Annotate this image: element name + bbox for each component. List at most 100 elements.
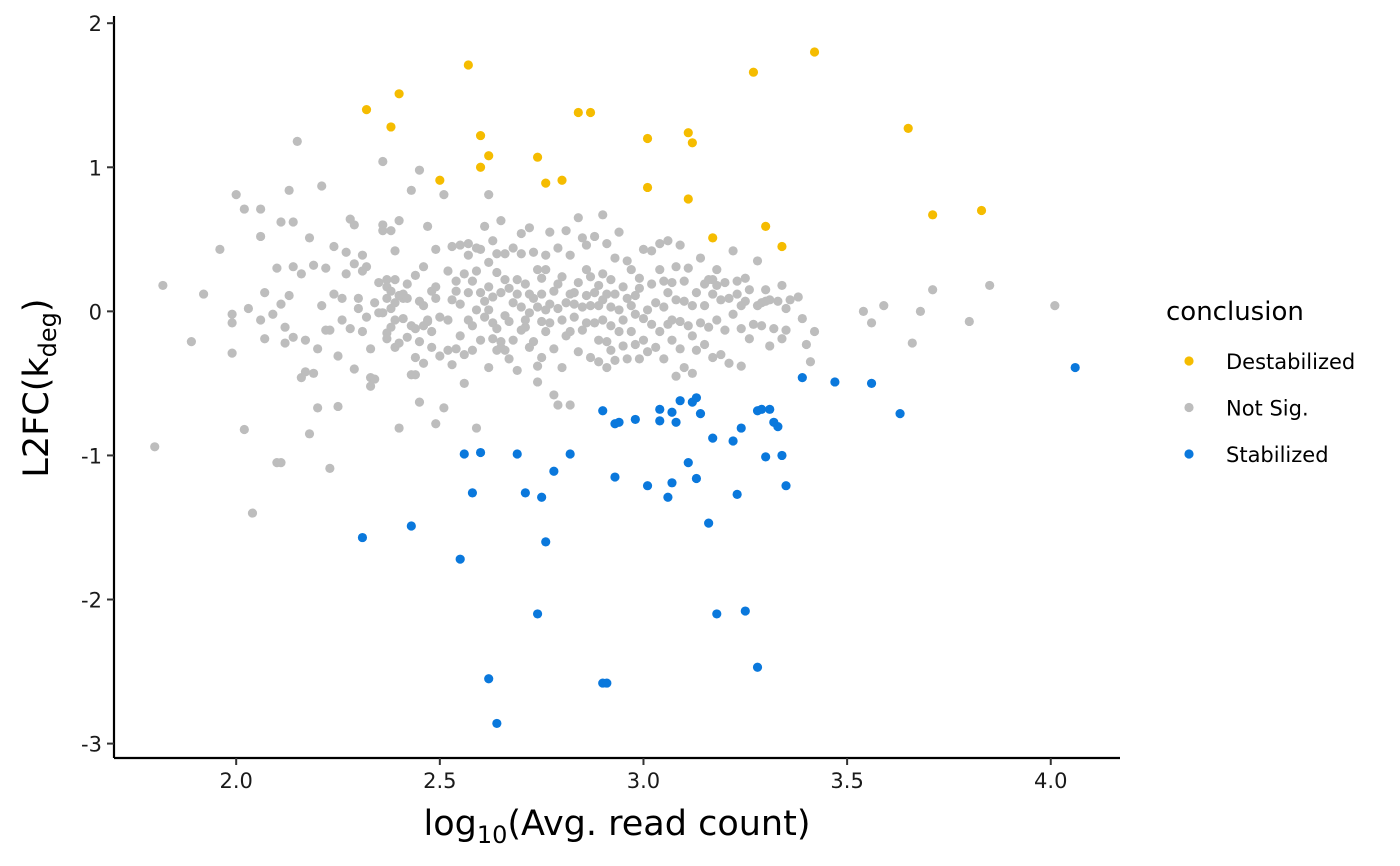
point-not-sig (695, 318, 706, 328)
point-stabilized (655, 404, 665, 414)
point-destabilized (748, 67, 759, 77)
point-not-sig (683, 321, 693, 331)
point-not-sig (382, 293, 392, 303)
point-not-sig (418, 300, 429, 311)
point-not-sig (748, 319, 759, 329)
point-not-sig (484, 190, 494, 200)
point-not-sig (435, 312, 445, 322)
point-not-sig (744, 334, 754, 344)
point-not-sig (565, 250, 575, 260)
point-not-sig (378, 308, 388, 318)
point-not-sig (647, 319, 657, 329)
point-not-sig (439, 403, 449, 413)
point-not-sig (484, 282, 494, 292)
point-not-sig (414, 397, 425, 407)
point-stabilized (630, 414, 640, 425)
point-not-sig (532, 302, 543, 312)
point-not-sig (561, 298, 571, 308)
point-not-sig (500, 275, 510, 285)
point-not-sig (304, 429, 315, 439)
point-not-sig (341, 247, 351, 257)
point-not-sig (243, 303, 254, 314)
point-stabilized (704, 518, 714, 528)
point-not-sig (614, 227, 624, 237)
point-not-sig (382, 275, 392, 285)
point-destabilized (642, 133, 653, 144)
point-stabilized (797, 373, 807, 383)
point-not-sig (602, 239, 612, 249)
point-not-sig (712, 280, 722, 291)
point-not-sig (349, 364, 359, 374)
point-not-sig (589, 288, 600, 298)
point-not-sig (573, 347, 583, 357)
point-not-sig (402, 279, 412, 289)
point-not-sig (573, 213, 583, 223)
legend: conclusion Destabilized Not Sig. Stabilize… (1166, 297, 1355, 467)
point-not-sig (651, 298, 661, 308)
point-not-sig (406, 185, 416, 195)
point-not-sig (158, 280, 168, 291)
point-not-sig (459, 378, 469, 388)
point-stabilized (732, 489, 742, 499)
point-not-sig (443, 266, 453, 276)
point-not-sig (781, 325, 791, 335)
point-not-sig (663, 236, 673, 246)
point-not-sig (606, 302, 616, 312)
point-not-sig (647, 279, 657, 289)
legend-label-destabilized: Destabilized (1226, 350, 1355, 374)
point-not-sig (528, 247, 539, 257)
point-not-sig (553, 279, 563, 289)
point-not-sig (765, 341, 775, 351)
point-not-sig (732, 276, 742, 286)
point-not-sig (716, 349, 726, 360)
point-not-sig (186, 337, 196, 347)
y-axis-title-pre: L2FC(k (17, 357, 57, 478)
point-stabilized (655, 416, 665, 426)
point-not-sig (675, 240, 685, 250)
point-not-sig (985, 280, 995, 291)
point-destabilized (435, 175, 445, 185)
point-stabilized (756, 404, 767, 414)
point-stabilized (520, 488, 530, 498)
point-not-sig (805, 357, 816, 367)
point-stabilized (1070, 362, 1080, 373)
point-destabilized (386, 122, 396, 132)
point-not-sig (300, 367, 311, 377)
point-not-sig (292, 136, 302, 146)
point-not-sig (618, 341, 628, 351)
point-not-sig (659, 302, 669, 312)
point-not-sig (769, 324, 779, 334)
point-stabilized (712, 609, 722, 619)
point-not-sig (512, 365, 522, 376)
point-not-sig (471, 266, 482, 276)
legend-key-not-sig (1184, 402, 1194, 413)
point-not-sig (683, 263, 693, 273)
y-axis-ticks: -3 -2 -1 0 1 2 (81, 12, 114, 757)
point-stabilized (736, 423, 746, 433)
point-not-sig (537, 316, 547, 327)
point-stabilized (475, 447, 486, 458)
point-not-sig (431, 244, 441, 255)
point-not-sig (651, 342, 661, 352)
x-axis-title-sub: 10 (477, 821, 508, 849)
point-not-sig (585, 352, 596, 363)
point-not-sig (585, 300, 596, 311)
point-not-sig (549, 286, 559, 296)
point-not-sig (268, 309, 278, 319)
point-not-sig (374, 277, 384, 288)
point-not-sig (577, 325, 587, 335)
point-destabilized (475, 130, 486, 141)
point-not-sig (598, 210, 608, 220)
point-not-sig (728, 246, 738, 256)
point-not-sig (471, 305, 482, 315)
point-not-sig (227, 318, 237, 328)
point-not-sig (284, 185, 294, 195)
point-not-sig (414, 165, 425, 175)
point-not-sig (553, 243, 563, 253)
legend-items: Destabilized Not Sig. Stabilized (1184, 350, 1355, 467)
point-not-sig (610, 289, 620, 299)
point-not-sig (720, 325, 730, 335)
point-not-sig (614, 305, 624, 315)
point-not-sig (638, 335, 649, 345)
point-stabilized (492, 718, 502, 729)
